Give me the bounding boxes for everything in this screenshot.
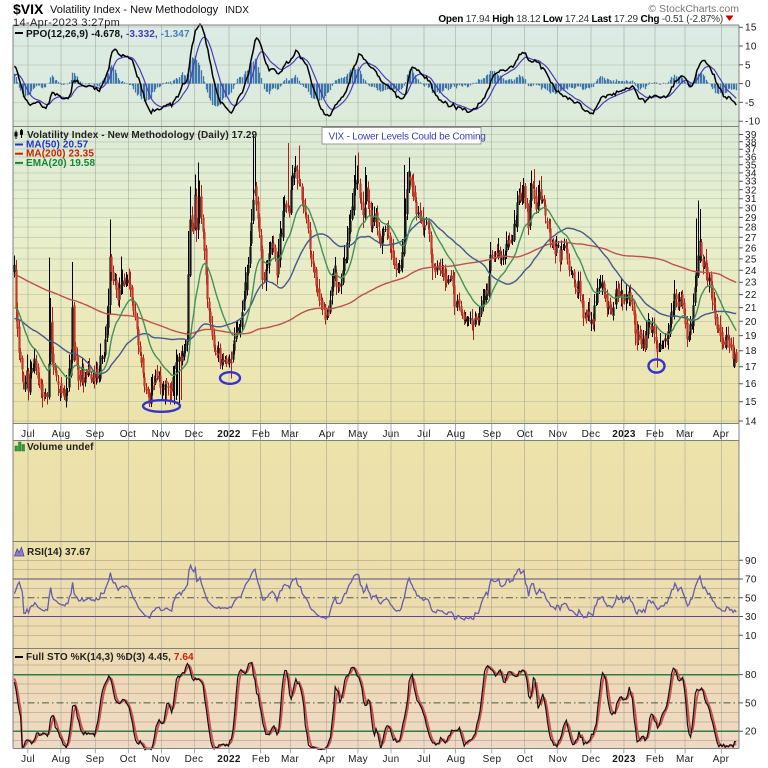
svg-text:Aug: Aug (447, 754, 466, 765)
svg-text:24: 24 (745, 266, 757, 277)
svg-text:Apr: Apr (319, 754, 336, 765)
svg-text:15: 15 (745, 397, 757, 408)
svg-text:20: 20 (745, 317, 757, 328)
svg-text:50: 50 (745, 593, 757, 604)
svg-text:Aug: Aug (447, 429, 466, 440)
svg-text:10: 10 (745, 42, 757, 53)
svg-text:Nov: Nov (152, 429, 171, 440)
svg-text:27: 27 (745, 233, 757, 244)
svg-text:2023: 2023 (612, 429, 636, 440)
svg-text:Open 17.94 High 18.12 Low 17.2: Open 17.94 High 18.12 Low 17.24 Last 17.… (438, 14, 723, 25)
svg-text:14-Apr-2023 3:27pm: 14-Apr-2023 3:27pm (13, 17, 120, 29)
svg-text:MA(200) 23.35: MA(200) 23.35 (26, 149, 94, 160)
svg-text:15: 15 (745, 23, 757, 34)
svg-text:Mar: Mar (676, 429, 694, 440)
svg-text:Oct: Oct (517, 754, 533, 765)
svg-text:Feb: Feb (252, 754, 270, 765)
svg-text:20: 20 (745, 727, 757, 738)
svg-text:Aug: Aug (52, 429, 71, 440)
svg-text:Jun: Jun (382, 429, 399, 440)
svg-text:35: 35 (745, 160, 757, 171)
svg-text:32: 32 (745, 185, 757, 196)
svg-text:Mar: Mar (281, 754, 299, 765)
svg-text:May: May (348, 429, 368, 440)
svg-text:31: 31 (745, 194, 757, 205)
svg-text:Mar: Mar (281, 429, 299, 440)
svg-text:50: 50 (745, 698, 757, 709)
svg-text:EMA(20) 19.58: EMA(20) 19.58 (26, 158, 95, 169)
svg-text:Feb: Feb (646, 754, 664, 765)
svg-text:Apr: Apr (319, 429, 336, 440)
svg-text:33: 33 (745, 177, 757, 188)
svg-text:Volatility Index - New Methodo: Volatility Index - New Methodology (Dail… (27, 130, 258, 141)
svg-text:25: 25 (745, 254, 757, 265)
svg-text:23: 23 (745, 278, 757, 289)
svg-text:30: 30 (745, 203, 757, 214)
svg-text:16: 16 (745, 379, 757, 390)
svg-text:29: 29 (745, 213, 757, 224)
svg-text:Jul: Jul (417, 429, 431, 440)
svg-text:Feb: Feb (646, 429, 664, 440)
svg-text:Full STO %K(14,3) %D(3) 4.45,: Full STO %K(14,3) %D(3) 4.45, 7.64 (26, 652, 194, 663)
svg-text:34: 34 (745, 168, 757, 179)
svg-text:Jul: Jul (417, 754, 431, 765)
svg-text:Oct: Oct (120, 754, 136, 765)
svg-text:17: 17 (745, 362, 757, 373)
svg-text:2022: 2022 (217, 754, 241, 765)
svg-text:30: 30 (745, 612, 757, 623)
svg-text:Jul: Jul (21, 754, 35, 765)
svg-text:Sep: Sep (483, 429, 502, 440)
svg-text:Dec: Dec (582, 754, 601, 765)
svg-text:Sep: Sep (86, 429, 105, 440)
svg-text:22: 22 (745, 290, 757, 301)
svg-text:14: 14 (745, 417, 757, 428)
svg-text:Jul: Jul (21, 429, 35, 440)
svg-text:2022: 2022 (217, 429, 241, 440)
svg-text:Dec: Dec (185, 754, 204, 765)
svg-text:Volume undef: Volume undef (27, 442, 94, 453)
svg-text:Mar: Mar (676, 754, 694, 765)
svg-text:19: 19 (745, 331, 757, 342)
svg-text:21: 21 (745, 303, 757, 314)
svg-text:Aug: Aug (52, 754, 71, 765)
svg-text:Jun: Jun (382, 754, 399, 765)
svg-text:Apr: Apr (713, 754, 730, 765)
svg-text:RSI(14) 37.67: RSI(14) 37.67 (27, 547, 91, 558)
svg-text:28: 28 (745, 223, 757, 234)
svg-text:80: 80 (745, 670, 757, 681)
svg-text:-5: -5 (745, 98, 755, 109)
svg-text:$VIX: $VIX (13, 1, 44, 17)
svg-text:10: 10 (745, 631, 757, 642)
svg-text:26: 26 (745, 243, 757, 254)
svg-text:Sep: Sep (483, 754, 502, 765)
svg-text:Volatility Index - New Methodo: Volatility Index - New Methodology (50, 4, 219, 16)
svg-text:Oct: Oct (517, 429, 533, 440)
svg-text:May: May (348, 754, 368, 765)
svg-text:90: 90 (745, 556, 757, 567)
svg-text:Nov: Nov (549, 429, 568, 440)
svg-text:70: 70 (745, 575, 757, 586)
svg-text:18: 18 (745, 346, 757, 357)
svg-text:37: 37 (745, 145, 757, 156)
svg-text:Dec: Dec (185, 429, 204, 440)
svg-text:INDX: INDX (225, 5, 249, 16)
svg-text:Sep: Sep (86, 754, 105, 765)
svg-text:© StockCharts.com: © StockCharts.com (648, 3, 739, 15)
svg-text:5: 5 (745, 60, 751, 71)
svg-text:Dec: Dec (582, 429, 601, 440)
svg-text:0: 0 (745, 79, 751, 90)
svg-text:2023: 2023 (612, 754, 636, 765)
svg-text:Apr: Apr (713, 429, 730, 440)
svg-text:-10: -10 (745, 117, 760, 128)
svg-text:VIX - Lower Levels Could be Co: VIX - Lower Levels Could be Coming (329, 132, 486, 143)
svg-text:PPO(12,26,9) -4.678, -3.332, -: PPO(12,26,9) -4.678, -3.332, -1.347 (26, 29, 190, 40)
svg-text:Oct: Oct (120, 429, 136, 440)
svg-text:36: 36 (745, 152, 757, 163)
svg-text:38: 38 (745, 137, 757, 148)
svg-text:39: 39 (745, 130, 757, 141)
svg-text:MA(50) 20.57: MA(50) 20.57 (26, 140, 89, 151)
svg-text:Nov: Nov (152, 754, 171, 765)
svg-text:Nov: Nov (549, 754, 568, 765)
svg-text:Feb: Feb (252, 429, 270, 440)
